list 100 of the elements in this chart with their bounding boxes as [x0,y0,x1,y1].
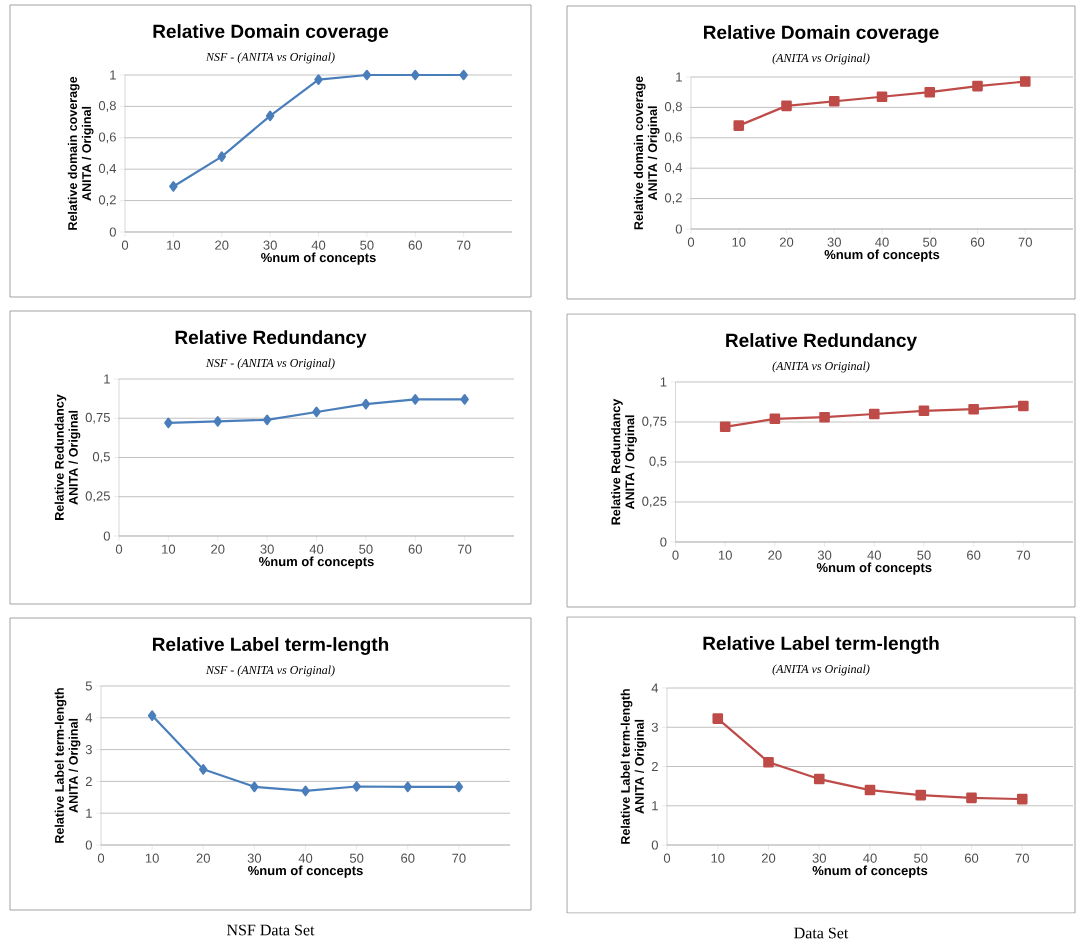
point [1018,400,1029,412]
point [250,781,259,793]
point [876,91,888,103]
point [864,784,876,796]
point [781,100,792,112]
x-tick-label: 60 [401,853,415,863]
x-tick-label: 40 [875,237,889,247]
chart-title: Relative Domain coverage [704,25,939,43]
chart-subtitle: (ANITA vs Original) [772,664,870,676]
y-tick-label: 1 [676,72,682,82]
point [966,792,977,804]
point [454,781,464,793]
x-tick-label: 60 [967,550,981,560]
chart-title: Relative Label term-length [703,636,939,654]
point [719,421,731,433]
y-axis-title: Relative Redundancy ANITA / Original [611,398,637,525]
x-tick-label: 10 [145,853,159,863]
x-tick-label: 30 [827,237,841,247]
y-tick-label: 3 [651,722,658,732]
y-tick-label: 5 [85,681,92,691]
x-tick-label: 10 [162,544,176,554]
x-tick-label: 50 [360,240,374,250]
x-tick-label: 70 [457,240,471,250]
y-tick-label: 0 [103,531,110,541]
point [924,86,936,98]
y-axis-title: Relative Label term-length ANITA / Original [54,688,81,843]
x-tick-label: 20 [761,853,776,863]
y-tick-label: 0,25 [642,496,667,508]
y-axis-title: Relative domain coverage ANITA / Original [633,76,660,230]
point [459,69,468,81]
point [769,413,781,425]
x-tick-label: 50 [359,544,373,554]
y-tick-label: 0,4 [664,162,683,174]
point [352,781,361,792]
text: Data Set [794,927,849,939]
y-tick-label: 0,25 [85,491,110,503]
x-tick-label: 40 [863,853,877,863]
x-tick-label: 50 [914,853,928,863]
y-tick-label: 0,8 [664,102,682,113]
text: NSF Data Set [226,924,315,936]
y-tick-label: 0 [85,840,92,850]
chart-subtitle: (ANITA vs Original) [772,53,870,65]
y-tick-label: 0,5 [92,452,110,463]
x-tick-label: 0 [687,237,695,247]
x-axis-title: %num of concepts [812,865,928,878]
point [362,69,372,81]
point [868,408,880,420]
point [403,781,412,793]
point [763,756,774,768]
x-axis-title: %num of concepts [259,556,374,569]
chart-subtitle: NSF - (ANITA vs Original) [205,358,335,370]
y-tick-label: 3 [85,745,92,755]
x-tick-label: 10 [711,853,725,863]
y-tick-label: 1 [86,808,92,818]
x-tick-label: 60 [408,240,422,250]
y-tick-label: 0,6 [664,132,682,144]
x-tick-label: 60 [408,544,422,554]
y-tick-label: 0 [651,840,658,850]
chart-subtitle: NSF - (ANITA vs Original) [205,52,335,64]
y-tick-label: 0 [660,537,667,547]
point [199,764,208,775]
point [169,181,178,192]
y-tick-label: 0,2 [664,193,682,204]
y-tick-label: 0,2 [98,195,116,206]
y-tick-label: 1 [104,374,110,384]
y-tick-label: 1 [110,70,116,80]
x-axis-title: %num of concepts [261,252,376,265]
x-tick-label: 40 [298,853,313,863]
x-tick-label: 20 [215,240,229,250]
x-tick-label: 50 [917,550,931,560]
point [147,710,157,721]
chart-title: Relative Domain coverage [153,24,389,42]
x-tick-label: 30 [817,550,832,560]
y-tick-label: 4 [651,683,659,693]
y-axis-title: Relative domain coverage ANITA / Original [67,76,94,230]
chart-title: Relative Label term-length [152,637,389,655]
x-tick-label: 70 [458,544,472,554]
y-tick-label: 0,75 [642,416,667,428]
chart-subtitle: NSF - (ANITA vs Original) [205,665,335,677]
y-tick-label: 0 [675,224,682,234]
point [918,405,930,417]
x-tick-label: 30 [260,544,274,554]
y-tick-label: 4 [85,713,93,723]
point [460,394,469,405]
point [301,785,310,797]
y-tick-label: 2 [651,761,658,772]
point [265,110,275,122]
x-tick-label: 50 [349,853,364,863]
x-tick-label: 70 [452,853,466,863]
y-tick-label: 0,5 [649,456,667,468]
x-tick-label: 20 [779,237,794,247]
chart-subtitle: (ANITA vs Original) [772,361,870,373]
point [828,96,840,107]
y-tick-label: 2 [85,776,92,786]
point [733,120,745,131]
point [972,80,983,92]
x-tick-label: 40 [311,240,326,250]
point [411,69,420,81]
y-tick-label: 0,4 [98,163,117,175]
x-tick-label: 20 [196,853,210,863]
